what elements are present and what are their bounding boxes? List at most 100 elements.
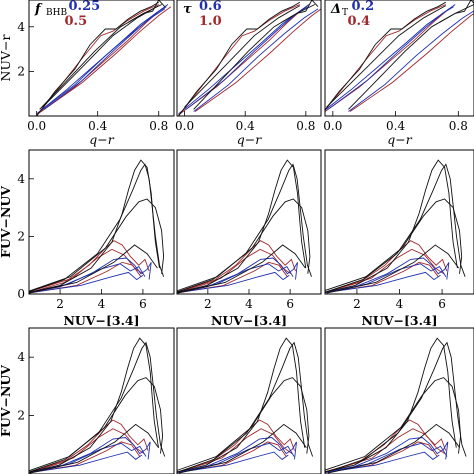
panel-frame (324, 327, 474, 474)
track-line-black-27 (348, 4, 474, 110)
track-line-blue-85 (325, 451, 440, 473)
track-line-red-61 (29, 428, 145, 473)
track-line-black-78 (177, 377, 310, 471)
track-line-black-76 (177, 337, 306, 473)
track-line-black-86 (325, 337, 457, 473)
track-line-blue-55 (325, 271, 441, 294)
track-line-blue-53 (325, 257, 450, 293)
y-tick-label: 4 (17, 20, 25, 34)
legend-param: Δ (330, 2, 341, 17)
track-line-black-57 (326, 163, 466, 293)
x-tick-label: 0.0 (27, 119, 46, 133)
x-axis-label: q−r (89, 132, 114, 147)
legend-value-1: 0.6 (199, 0, 222, 14)
legend: Δ T 0.20.4 (330, 0, 374, 29)
chart-panel-top-middle: 0.0 0.4 0.8 q−r τ 0.61.0 (175, 0, 322, 147)
track-line-red-1 (40, 6, 172, 112)
chart-panel-bottom-left: 2 4 FUV−NUV (0, 327, 175, 474)
series-lines (325, 0, 474, 113)
series-lines (177, 159, 312, 294)
x-tick-label: 6 (438, 297, 446, 311)
track-line-blue-3 (36, 6, 167, 115)
x-tick-label: 0.0 (175, 119, 194, 133)
track-line-blue-63 (29, 437, 151, 473)
panel-frame (176, 327, 322, 474)
track-line-black-56 (325, 159, 458, 293)
chart-panel-top-right: 0.0 0.4 0.8q−rΔ T 0.20.4 (323, 0, 474, 147)
panel-frame (176, 149, 322, 295)
x-tick-label: 6 (139, 297, 147, 311)
x-tick-label: 4 (245, 297, 253, 311)
track-line-red-81 (327, 428, 446, 473)
track-line-blue-83 (325, 437, 449, 473)
track-line-blue-23 (325, 6, 454, 111)
track-line-red-30 (29, 240, 150, 294)
track-line-red-51 (326, 248, 445, 293)
track-line-black-48 (177, 198, 311, 292)
x-tick-label: 0.4 (386, 119, 405, 133)
track-line-red-20 (325, 8, 450, 113)
series-lines (29, 337, 166, 474)
x-axis-label: q−r (387, 132, 412, 147)
track-line-red-50 (325, 240, 448, 293)
track-line-blue-13 (178, 6, 308, 115)
legend-value-1: 0.2 (352, 0, 375, 14)
x-tick-label: 2 (353, 297, 361, 311)
x-axis-label: NUV−[3.4] (361, 313, 437, 328)
x-axis-label: q−r (237, 132, 262, 147)
track-line-red-11 (194, 8, 321, 112)
track-line-black-89 (327, 423, 461, 474)
track-line-blue-14 (193, 8, 319, 112)
x-tick-label: 0.0 (323, 119, 342, 133)
panel-frame (28, 149, 175, 295)
track-line-blue-5 (44, 4, 169, 110)
track-line-black-16 (178, 1, 301, 116)
track-line-black-6 (36, 1, 159, 116)
y-tick-label: 0 (17, 287, 25, 301)
track-line-black-19 (281, 0, 319, 23)
track-line-blue-54 (326, 263, 447, 293)
track-line-red-62 (29, 441, 141, 474)
track-line-blue-73 (177, 437, 297, 473)
y-axis-label: NUV−r (0, 35, 13, 82)
x-tick-label: 4 (98, 297, 106, 311)
track-line-black-18 (184, 5, 301, 108)
y-axis-label: FUV−NUV (0, 365, 13, 437)
x-tick-label: 0.4 (88, 119, 107, 133)
series-lines (178, 0, 321, 116)
track-line-black-77 (178, 341, 314, 473)
chart-panel-top-left: 0.0 0.4 0.8 2 4 q−r NUV−r f BHB 0.250.5 (0, 0, 175, 147)
y-tick-label: 2 (17, 409, 25, 423)
track-line-black-17 (193, 4, 316, 110)
track-line-black-58 (325, 198, 463, 292)
track-line-blue-43 (177, 257, 298, 293)
x-tick-label: 4 (396, 297, 404, 311)
panel-frame (176, 0, 322, 117)
track-line-black-26 (325, 1, 447, 111)
x-axis-label: NUV−[3.4] (211, 313, 287, 328)
track-line-black-59 (326, 244, 460, 294)
track-line-blue-45 (177, 271, 290, 294)
x-tick-label: 6 (286, 297, 294, 311)
track-line-black-28 (326, 5, 447, 108)
legend-value-2: 0.5 (65, 14, 88, 29)
track-line-black-37 (29, 163, 165, 293)
track-line-black-39 (29, 244, 158, 294)
legend-param: τ (183, 2, 192, 17)
track-line-black-29 (439, 0, 474, 23)
y-tick-label: 2 (17, 64, 25, 78)
legend-param-subscript: BHB (46, 8, 67, 18)
track-line-red-21 (349, 12, 474, 112)
track-line-black-66 (29, 337, 159, 473)
track-line-blue-65 (29, 451, 143, 474)
y-tick-label: 2 (17, 229, 25, 243)
x-axis-label: NUV−[3.4] (63, 313, 139, 328)
track-line-black-79 (178, 423, 307, 474)
series-lines (36, 0, 172, 116)
track-line-black-9 (127, 0, 166, 23)
track-line-black-67 (29, 341, 166, 473)
track-line-blue-75 (177, 451, 289, 473)
track-line-red-60 (29, 419, 149, 473)
track-line-black-88 (325, 377, 462, 471)
